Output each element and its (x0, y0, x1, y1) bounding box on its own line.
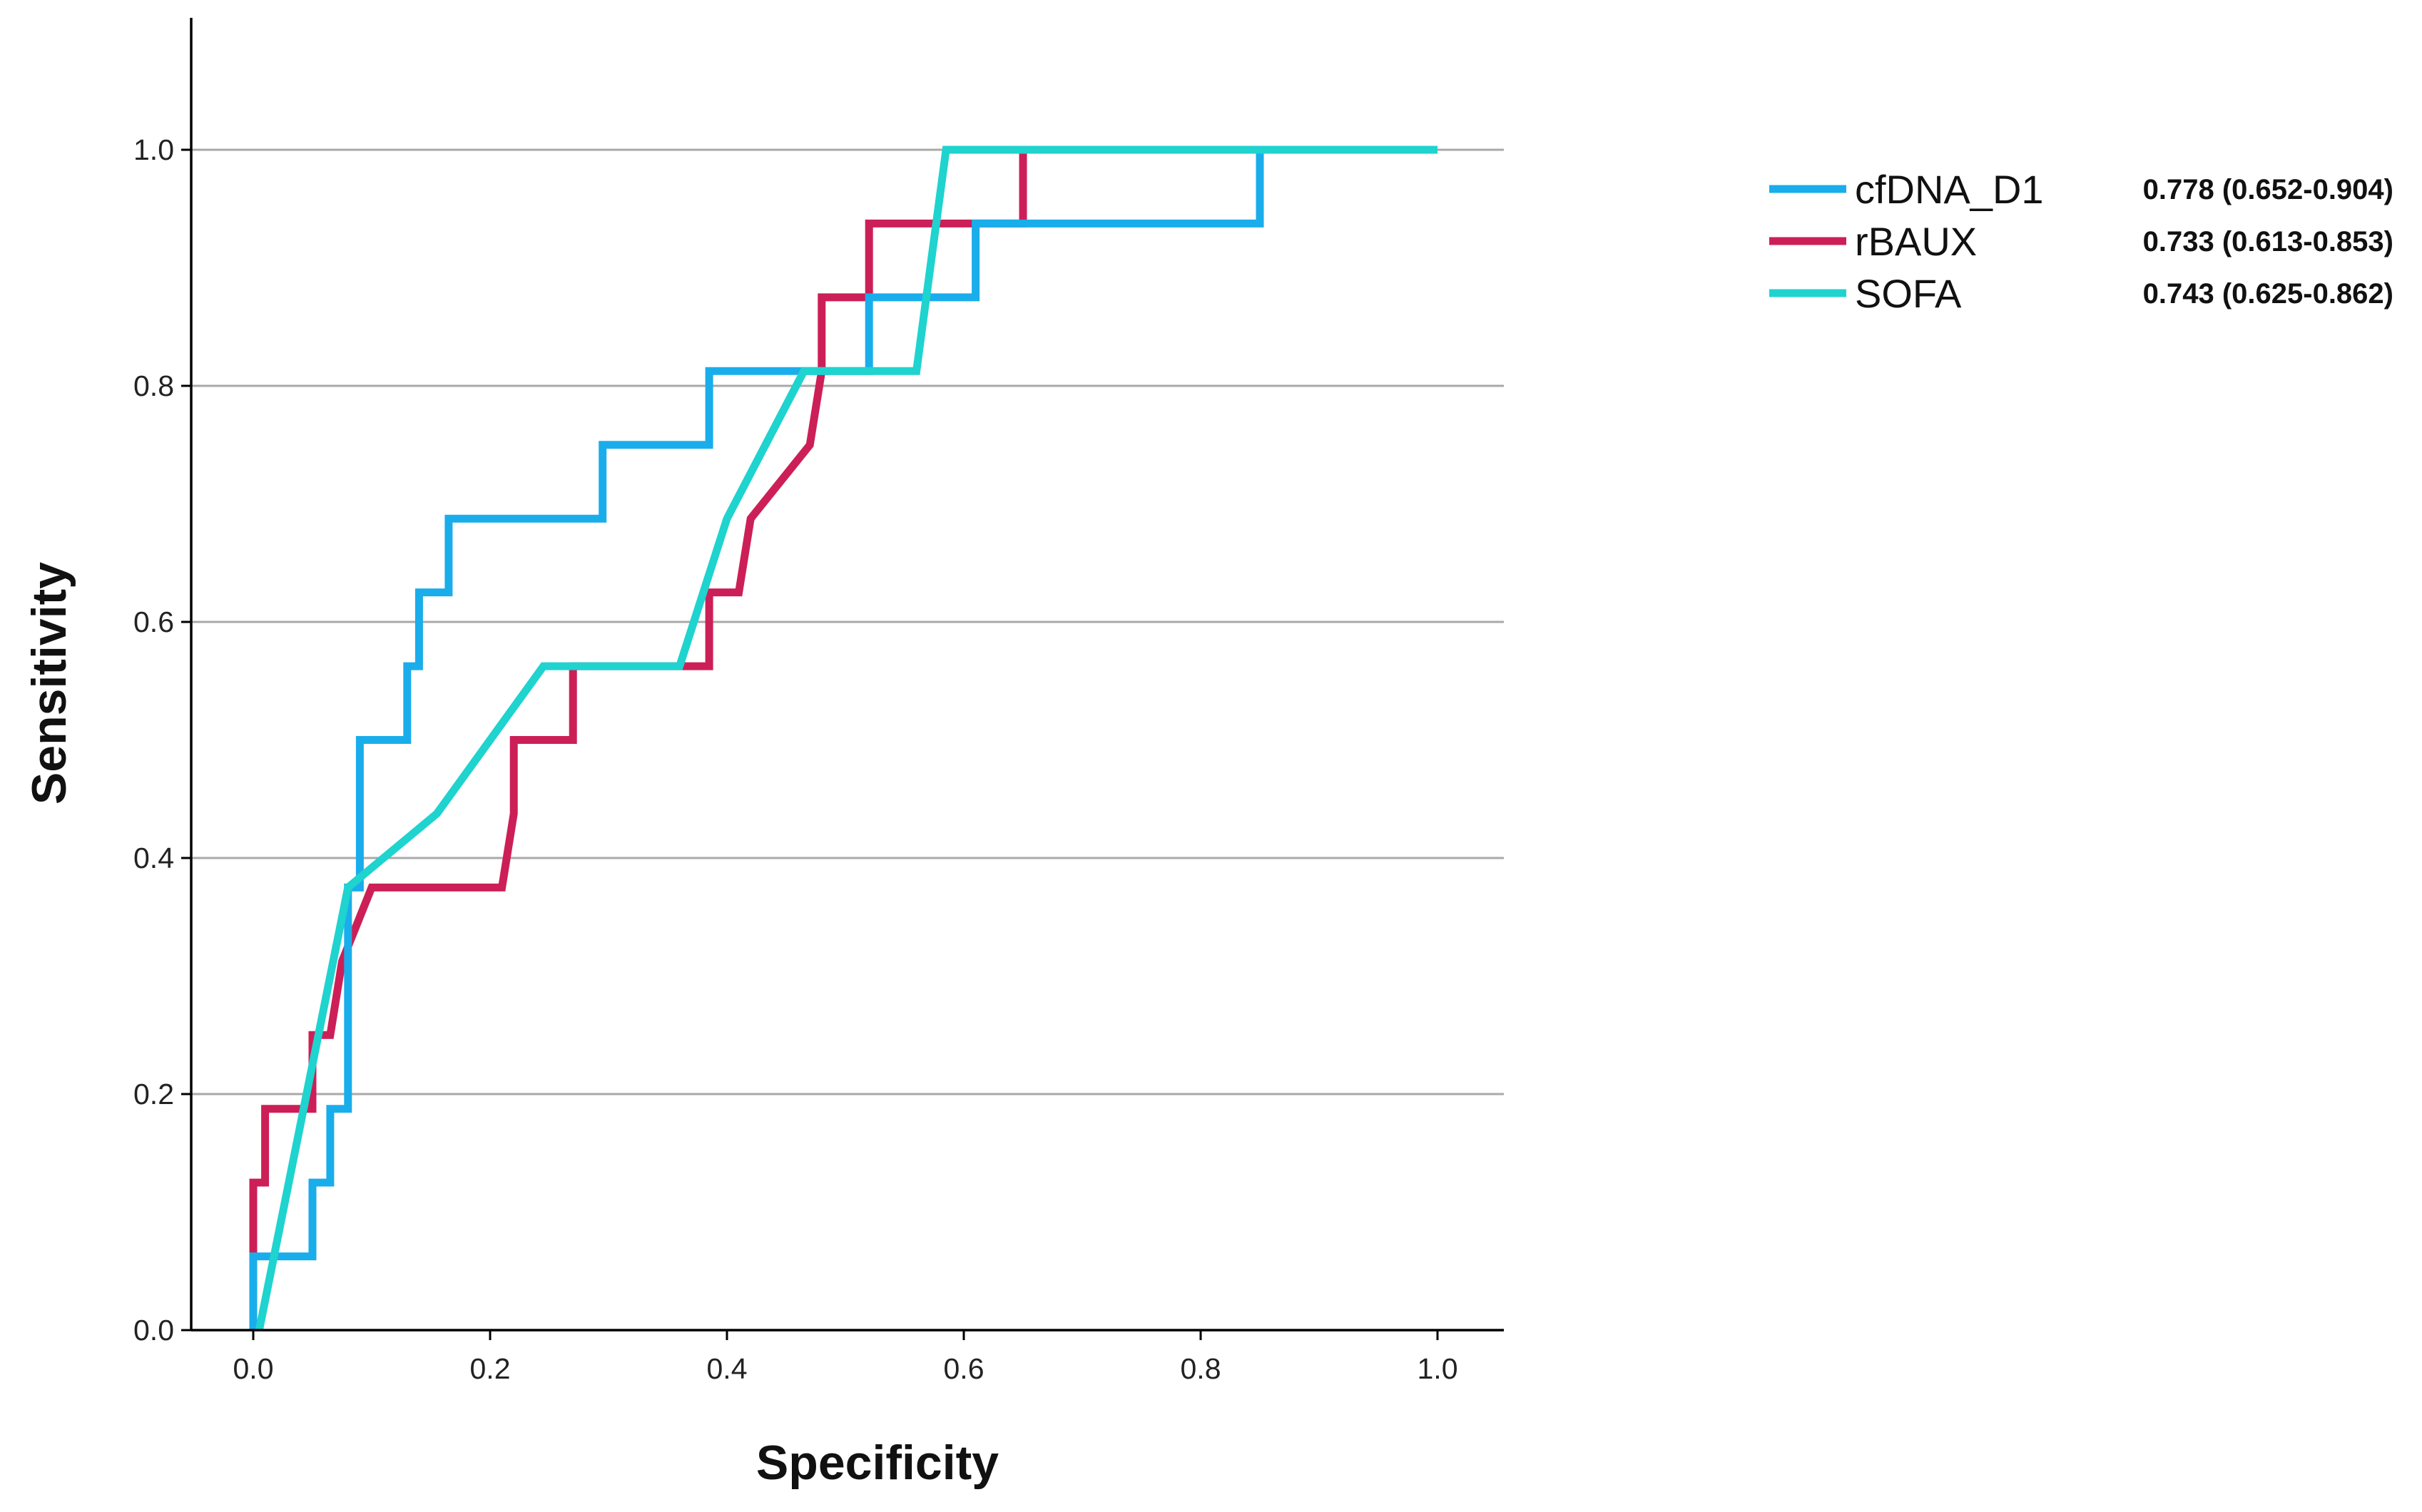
x-tick-label: 0.4 (707, 1352, 748, 1385)
y-tick-label: 0.2 (133, 1078, 174, 1110)
x-tick-label: 0.2 (470, 1352, 511, 1385)
legend: cfDNA_D1 0.778 (0.652-0.904) rBAUX 0.733 (0… (1769, 167, 2393, 316)
y-tick-label: 0.8 (133, 369, 174, 402)
legend-label-sofa: SOFA (1855, 271, 1962, 316)
y-tick-label: 0.0 (133, 1314, 174, 1347)
legend-label-cfdna-d1: cfDNA_D1 (1855, 167, 2044, 212)
grid-lines (191, 148, 1504, 1095)
roc-curve-cfdna-d1 (249, 145, 1438, 1330)
axes: 0.0 0.2 0.4 0.6 0.8 1.0 0.0 0.2 0.4 0.6 0.8 1.0 (133, 18, 1504, 1385)
y-tick-label: 0.6 (133, 606, 174, 638)
x-tick-label: 0.6 (944, 1352, 984, 1385)
x-axis-title: Specificity (756, 1436, 999, 1490)
y-tick-label: 0.4 (133, 842, 174, 874)
roc-curve-sofa (255, 145, 1438, 1332)
x-tick-label: 0.8 (1181, 1352, 1221, 1385)
y-tick-label: 1.0 (133, 133, 174, 166)
y-axis-title: Sensitivity (22, 562, 76, 804)
legend-auc-sofa: 0.743 (0.625-0.862) (2143, 278, 2393, 310)
roc-curves (249, 145, 1438, 1332)
legend-auc-rbaux: 0.733 (0.613-0.853) (2143, 226, 2393, 257)
legend-label-rbaux: rBAUX (1855, 219, 1977, 264)
legend-auc-cfdna-d1: 0.778 (0.652-0.904) (2143, 174, 2393, 205)
x-tick-label: 0.0 (233, 1352, 274, 1385)
x-tick-label: 1.0 (1418, 1352, 1458, 1385)
roc-curve-rbaux (249, 145, 1438, 1330)
